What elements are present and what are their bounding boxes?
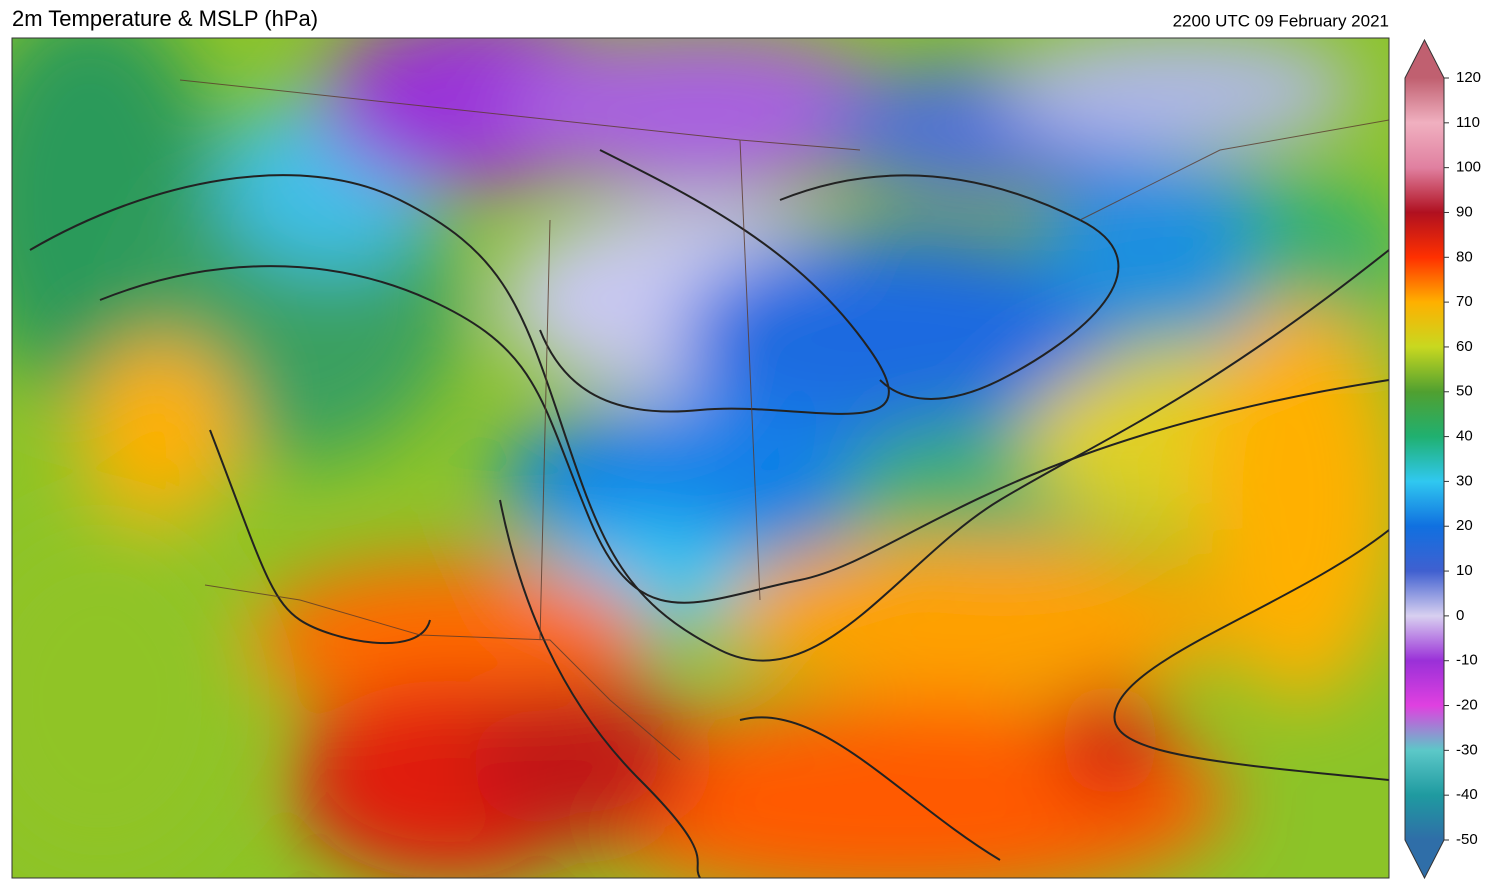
colorbar-tick-label: 30 <box>1456 472 1473 489</box>
colorbar-tick-label: 90 <box>1456 203 1473 220</box>
colorbar-tick-label: 50 <box>1456 383 1473 400</box>
map-frame <box>11 37 1390 879</box>
colorbar-tick-label: -30 <box>1456 741 1478 758</box>
colorbar-tick-label: -10 <box>1456 652 1478 669</box>
colorbar-tick-label: 110 <box>1456 114 1480 131</box>
colorbar-tick-label: 0 <box>1456 607 1464 624</box>
colorbar-bottom-arrow <box>1405 840 1444 878</box>
colorbar-tick-label: 10 <box>1456 562 1473 579</box>
colorbar-tick-label: -50 <box>1456 831 1478 848</box>
colorbar: -50 -40 -30 -20 -10 0 10 20 30 40 50 60 70 80 90 100 110… <box>1404 38 1481 880</box>
isobars <box>29 149 1389 878</box>
colorbar-tick-label: 40 <box>1456 428 1473 445</box>
colorbar-top-arrow <box>1405 40 1444 78</box>
colorbar-tick-label: 70 <box>1456 293 1473 310</box>
colorbar-tick-label: 100 <box>1456 159 1481 176</box>
temperature-field <box>12 38 1389 878</box>
colorbar-tick-label: -40 <box>1456 786 1478 803</box>
colorbar-tick-label: 60 <box>1456 338 1473 355</box>
colorbar-tick-label: 80 <box>1456 248 1473 265</box>
map-title: 2m Temperature & MSLP (hPa) <box>12 6 318 31</box>
colorbar-tick-label: -20 <box>1456 696 1478 713</box>
colorbar-tick-label: 120 <box>1456 69 1481 86</box>
valid-time: 2200 UTC 09 February 2021 <box>1173 11 1389 30</box>
colorbar-ramp <box>1405 78 1444 840</box>
colorbar-tick-label: 20 <box>1456 517 1473 534</box>
borders <box>179 79 1389 761</box>
